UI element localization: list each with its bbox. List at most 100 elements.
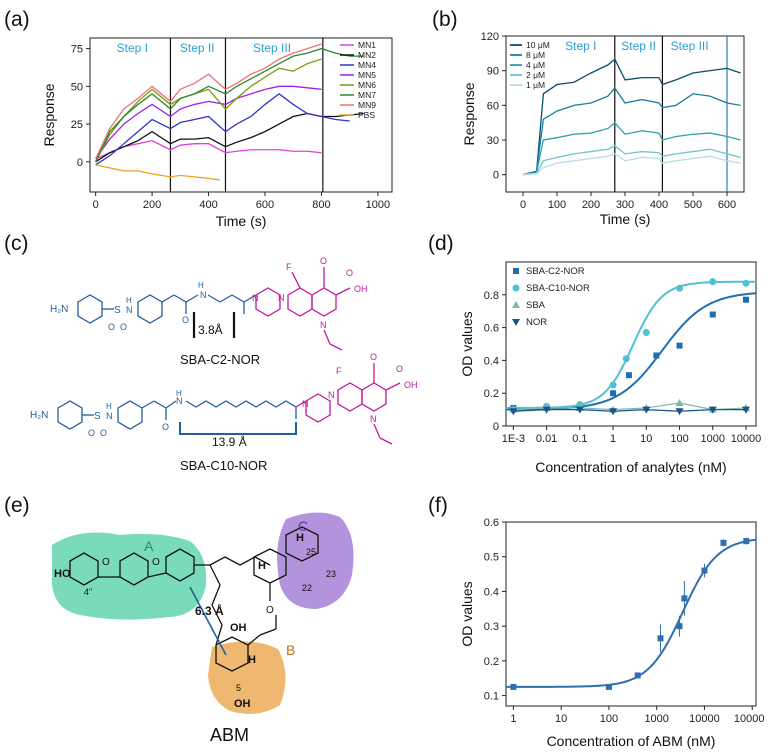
distance-label-e: 6.3 Å bbox=[195, 603, 224, 618]
series-line bbox=[522, 153, 741, 176]
atom-oh: OH bbox=[404, 380, 418, 390]
legend-label: 1 μM bbox=[526, 80, 545, 90]
atom-oh: OH bbox=[230, 622, 247, 634]
y-tick-label: 0.1 bbox=[484, 691, 499, 703]
x-tick-label: 100 bbox=[670, 433, 688, 445]
data-point bbox=[605, 683, 612, 690]
y-tick-label: 0 bbox=[77, 157, 83, 169]
x-tick-label: 10 bbox=[640, 433, 652, 445]
y-axis-label: Response bbox=[41, 83, 57, 146]
y-tick-label: 75 bbox=[71, 44, 83, 56]
atom-n: N bbox=[278, 293, 285, 303]
x-tick-label: 300 bbox=[616, 199, 634, 211]
x-tick-label: 1000 bbox=[644, 713, 668, 725]
atom-h: H bbox=[258, 560, 266, 572]
y-tick-label: 0.4 bbox=[484, 355, 499, 367]
data-point bbox=[676, 623, 683, 630]
series-line bbox=[95, 85, 322, 160]
y-tick-label: 60 bbox=[487, 100, 499, 112]
legend-swatch bbox=[512, 284, 520, 292]
region-c-highlight bbox=[277, 512, 354, 609]
atom-ho: HO bbox=[54, 568, 71, 580]
data-point bbox=[681, 595, 688, 602]
x-tick-label: 10000 bbox=[731, 433, 762, 445]
legend-label: SBA bbox=[526, 300, 546, 311]
legend-swatch bbox=[512, 301, 520, 308]
x-axis-label: Time (s) bbox=[600, 211, 651, 227]
atom-oh: OH bbox=[354, 284, 368, 294]
step-label: Step I bbox=[117, 41, 148, 55]
data-point bbox=[625, 372, 632, 379]
atom-o: O bbox=[162, 422, 169, 432]
y-tick-label: 0.2 bbox=[484, 656, 499, 668]
region-a-highlight bbox=[51, 532, 207, 620]
atom-n: N bbox=[126, 305, 133, 315]
data-point bbox=[642, 406, 651, 414]
pos-5: 5 bbox=[236, 683, 241, 693]
x-tick-label: 400 bbox=[199, 199, 217, 211]
series-line bbox=[95, 112, 364, 163]
fit-curve bbox=[505, 538, 757, 688]
legend-label: MN7 bbox=[358, 90, 376, 100]
atom-h2n: H₂N bbox=[30, 410, 48, 421]
atom-n: N bbox=[320, 320, 327, 330]
region-b-label: B bbox=[286, 642, 295, 658]
series-line bbox=[513, 408, 746, 412]
atom-n: N bbox=[370, 414, 377, 424]
data-point bbox=[542, 406, 551, 414]
data-point bbox=[742, 296, 749, 303]
data-point bbox=[741, 406, 750, 414]
data-point bbox=[609, 408, 618, 416]
data-point bbox=[657, 635, 664, 642]
molecule-label-c10: SBA-C10-NOR bbox=[180, 458, 267, 473]
x-tick-label: 600 bbox=[256, 199, 274, 211]
atom-o: O bbox=[266, 605, 274, 616]
series-line bbox=[95, 139, 322, 160]
atom-o: O bbox=[102, 557, 110, 568]
x-tick-label: 100 bbox=[600, 713, 618, 725]
x-axis-label: Concentration of ABM (nM) bbox=[547, 733, 716, 749]
chart-b-sensorgram: 0 100 200 300 400 500 600 0 30 60 90 120 Time (s) Res… bbox=[461, 31, 745, 227]
pos-22: 22 bbox=[302, 583, 312, 593]
chart-a-sensorgram: 0 200 400 600 800 1000 0 25 50 75 Time (s) Response… bbox=[41, 37, 393, 229]
distance-label-c2: 3.8Å bbox=[198, 322, 223, 337]
atom-h: H bbox=[296, 532, 304, 544]
y-tick-label: 120 bbox=[481, 31, 499, 43]
distance-bracket bbox=[179, 422, 297, 435]
region-b-highlight bbox=[208, 641, 286, 714]
atom-f: F bbox=[286, 262, 292, 272]
legend-label: 10 μM bbox=[526, 40, 550, 50]
x-tick-label: 600 bbox=[718, 199, 736, 211]
data-point bbox=[675, 408, 684, 416]
y-tick-label: 30 bbox=[487, 135, 499, 147]
data-point bbox=[675, 399, 684, 407]
y-tick-label: 0.3 bbox=[484, 621, 499, 633]
x-tick-label: 0.01 bbox=[536, 433, 557, 445]
atom-h: H bbox=[176, 389, 182, 398]
legend-label: MN5 bbox=[358, 70, 376, 80]
data-point bbox=[575, 406, 584, 414]
atom-o: O bbox=[396, 364, 403, 374]
legend-label: PBS bbox=[358, 110, 375, 120]
y-tick-label: 0.4 bbox=[484, 586, 499, 598]
atom-o: O bbox=[320, 256, 327, 266]
y-axis-label: OD values bbox=[459, 581, 475, 646]
data-point bbox=[743, 538, 750, 545]
benzene-ring bbox=[137, 294, 163, 324]
series-line bbox=[513, 402, 747, 411]
data-point bbox=[622, 355, 630, 363]
data-point bbox=[708, 406, 717, 414]
data-point bbox=[610, 390, 617, 397]
data-point bbox=[653, 352, 660, 359]
legend-label: MN4 bbox=[358, 60, 376, 70]
panel-label-d: (d) bbox=[428, 232, 454, 255]
series-line bbox=[95, 43, 322, 160]
norfloxacin-moiety-2: N N F O O OH N bbox=[295, 352, 418, 445]
legend-label: 4 μM bbox=[526, 60, 545, 70]
legend-swatch bbox=[512, 319, 520, 326]
pos-25: 25 bbox=[306, 547, 316, 557]
x-tick-label: 800 bbox=[312, 199, 330, 211]
y-tick-label: 25 bbox=[71, 119, 83, 131]
